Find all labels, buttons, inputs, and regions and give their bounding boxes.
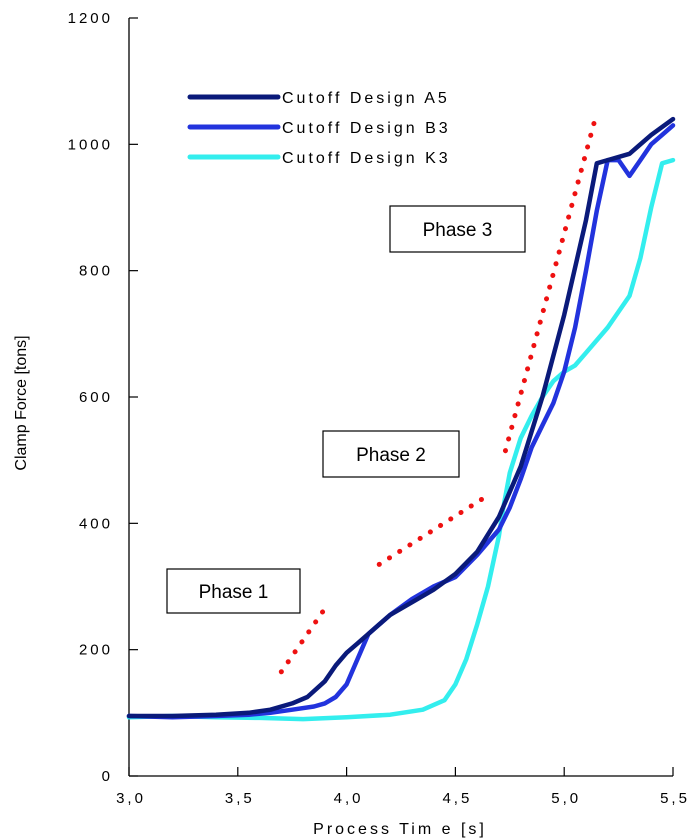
x-tick-label: 5,5 [660, 790, 688, 807]
legend: Cutoff Design A5 Cutoff Design B3 Cutoff D… [187, 90, 451, 167]
y-tick-label: 800 [79, 263, 113, 280]
legend-label: Cutoff Design K3 [282, 150, 451, 167]
phase-annotation-box: Phase 3 [389, 205, 526, 253]
series-lines [126, 116, 676, 722]
x-tick-label: 3,5 [225, 790, 255, 807]
x-tick-label: 3,0 [116, 790, 146, 807]
trend-line [376, 495, 487, 567]
y-tick-label: 1200 [68, 10, 113, 27]
y-tick-label: 400 [79, 515, 113, 532]
x-tick-label: 5,0 [551, 790, 581, 807]
chart-axes: 0 200 400 600 800 1000 1200 3,0 3,5 4,0 4,5 5,0 5,5 [68, 10, 688, 807]
legend-label: Cutoff Design A5 [282, 90, 450, 107]
phase-annotation-box: Phase 1 [166, 568, 301, 614]
y-tick-label: 1000 [68, 136, 113, 153]
trend-line [502, 110, 600, 454]
y-axis-label: Clamp Force [tons] [13, 335, 30, 470]
phase-label: Phase 2 [356, 445, 426, 466]
phase-label: Phase 3 [423, 220, 493, 241]
trend-lines [278, 110, 600, 675]
y-tick-label: 200 [79, 642, 113, 659]
phase-annotation-box: Phase 2 [322, 430, 460, 478]
x-tick-label: 4,0 [334, 790, 364, 807]
trend-line [278, 606, 328, 675]
phase-label: Phase 1 [199, 582, 269, 603]
y-tick-label: 600 [79, 389, 113, 406]
y-tick-label: 0 [102, 768, 113, 785]
phase-annotations: Phase 1 Phase 2 Phase 3 [166, 205, 526, 614]
legend-label: Cutoff Design B3 [282, 120, 451, 137]
series-line [126, 116, 676, 719]
x-axis-label: Process Tim e [s] [313, 821, 487, 838]
x-tick-label: 4,5 [442, 790, 472, 807]
